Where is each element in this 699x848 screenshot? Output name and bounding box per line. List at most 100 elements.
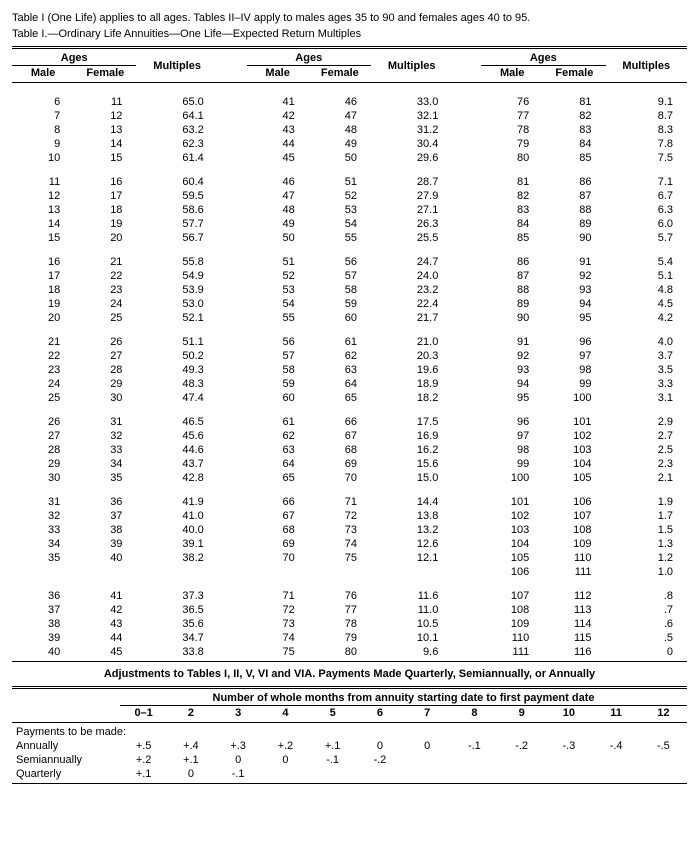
cell: 27: [74, 349, 136, 363]
cell: [218, 95, 247, 109]
hdr-ages-1: Ages: [12, 51, 136, 66]
cell: 104: [481, 537, 543, 551]
cell: 3.5: [606, 363, 688, 377]
cell: [452, 443, 481, 457]
cell: 47.4: [136, 391, 217, 405]
cell: 53: [247, 283, 309, 297]
cell: [218, 565, 247, 579]
cell: [452, 537, 481, 551]
cell: 19.6: [371, 363, 452, 377]
cell: 72: [309, 509, 371, 523]
cell: .7: [606, 603, 688, 617]
cell: 65.0: [136, 95, 217, 109]
cell: [452, 391, 481, 405]
cell: 75: [247, 645, 309, 659]
adj-rows-label: Payments to be made:: [12, 725, 687, 739]
cell: 84: [481, 217, 543, 231]
adj-val: 0: [215, 753, 262, 767]
cell: 16: [12, 255, 74, 269]
table-row: 111660.4465128.781867.1: [12, 175, 687, 189]
cell: 30.4: [371, 137, 452, 151]
cell: 52: [247, 269, 309, 283]
cell: [218, 495, 247, 509]
cell: 35: [12, 551, 74, 565]
cell: [218, 589, 247, 603]
cell: [452, 255, 481, 269]
cell: 21: [12, 335, 74, 349]
cell: [218, 109, 247, 123]
adj-row-label: Quarterly: [12, 767, 120, 781]
adj-val: -.1: [451, 739, 498, 753]
cell: 24.7: [371, 255, 452, 269]
cell: 54: [309, 217, 371, 231]
cell: 66: [309, 415, 371, 429]
cell: 90: [543, 231, 605, 245]
cell: 37: [12, 603, 74, 617]
cell: 40.0: [136, 523, 217, 537]
hdr-mult-2: Multiples: [371, 51, 452, 80]
cell: 50.2: [136, 349, 217, 363]
adj-val: +.2: [120, 753, 167, 767]
cell: 12.6: [371, 537, 452, 551]
cell: [452, 311, 481, 325]
cell: 61.4: [136, 151, 217, 165]
cell: 38: [12, 617, 74, 631]
cell: 114: [543, 617, 605, 631]
cell: 87: [481, 269, 543, 283]
cell: [452, 175, 481, 189]
cell: 103: [481, 523, 543, 537]
cell: 55: [247, 311, 309, 325]
cell: 110: [481, 631, 543, 645]
cell: 49: [247, 217, 309, 231]
table-row: 323741.0677213.81021071.7: [12, 509, 687, 523]
cell: [452, 495, 481, 509]
cell: [452, 123, 481, 137]
cell: 71: [309, 495, 371, 509]
cell: 74: [247, 631, 309, 645]
cell: 42: [247, 109, 309, 123]
cell: 109: [481, 617, 543, 631]
cell: 27.9: [371, 189, 452, 203]
cell: [218, 617, 247, 631]
cell: 64: [309, 377, 371, 391]
cell: 25.5: [371, 231, 452, 245]
adj-val: -.2: [498, 739, 545, 753]
cell: 43.7: [136, 457, 217, 471]
cell: 83: [543, 123, 605, 137]
cell: [452, 151, 481, 165]
cell: [218, 203, 247, 217]
cell: 15: [12, 231, 74, 245]
cell: [452, 603, 481, 617]
cell: 102: [481, 509, 543, 523]
cell: [452, 509, 481, 523]
cell: 76: [481, 95, 543, 109]
cell: 29.6: [371, 151, 452, 165]
cell: 11.0: [371, 603, 452, 617]
cell: 96: [543, 335, 605, 349]
cell: 45.6: [136, 429, 217, 443]
cell: 0: [606, 645, 688, 659]
cell: 48: [247, 203, 309, 217]
adj-subtitle: Number of whole months from annuity star…: [120, 691, 687, 706]
cell: 13.8: [371, 509, 452, 523]
cell: [452, 429, 481, 443]
cell: 64.1: [136, 109, 217, 123]
cell: [452, 137, 481, 151]
adj-col: 6: [356, 706, 403, 721]
cell: 41.0: [136, 509, 217, 523]
cell: 40: [74, 551, 136, 565]
cell: 18: [74, 203, 136, 217]
cell: [371, 565, 452, 579]
hdr-ages-3: Ages: [481, 51, 605, 66]
cell: 68: [247, 523, 309, 537]
cell: 65: [247, 471, 309, 485]
cell: 108: [543, 523, 605, 537]
cell: 55.8: [136, 255, 217, 269]
cell: 58: [247, 363, 309, 377]
cell: 37.3: [136, 589, 217, 603]
adj-val: [593, 753, 640, 767]
cell: 38.2: [136, 551, 217, 565]
table-row: 343939.1697412.61041091.3: [12, 537, 687, 551]
cell: 12: [74, 109, 136, 123]
cell: 2.1: [606, 471, 688, 485]
